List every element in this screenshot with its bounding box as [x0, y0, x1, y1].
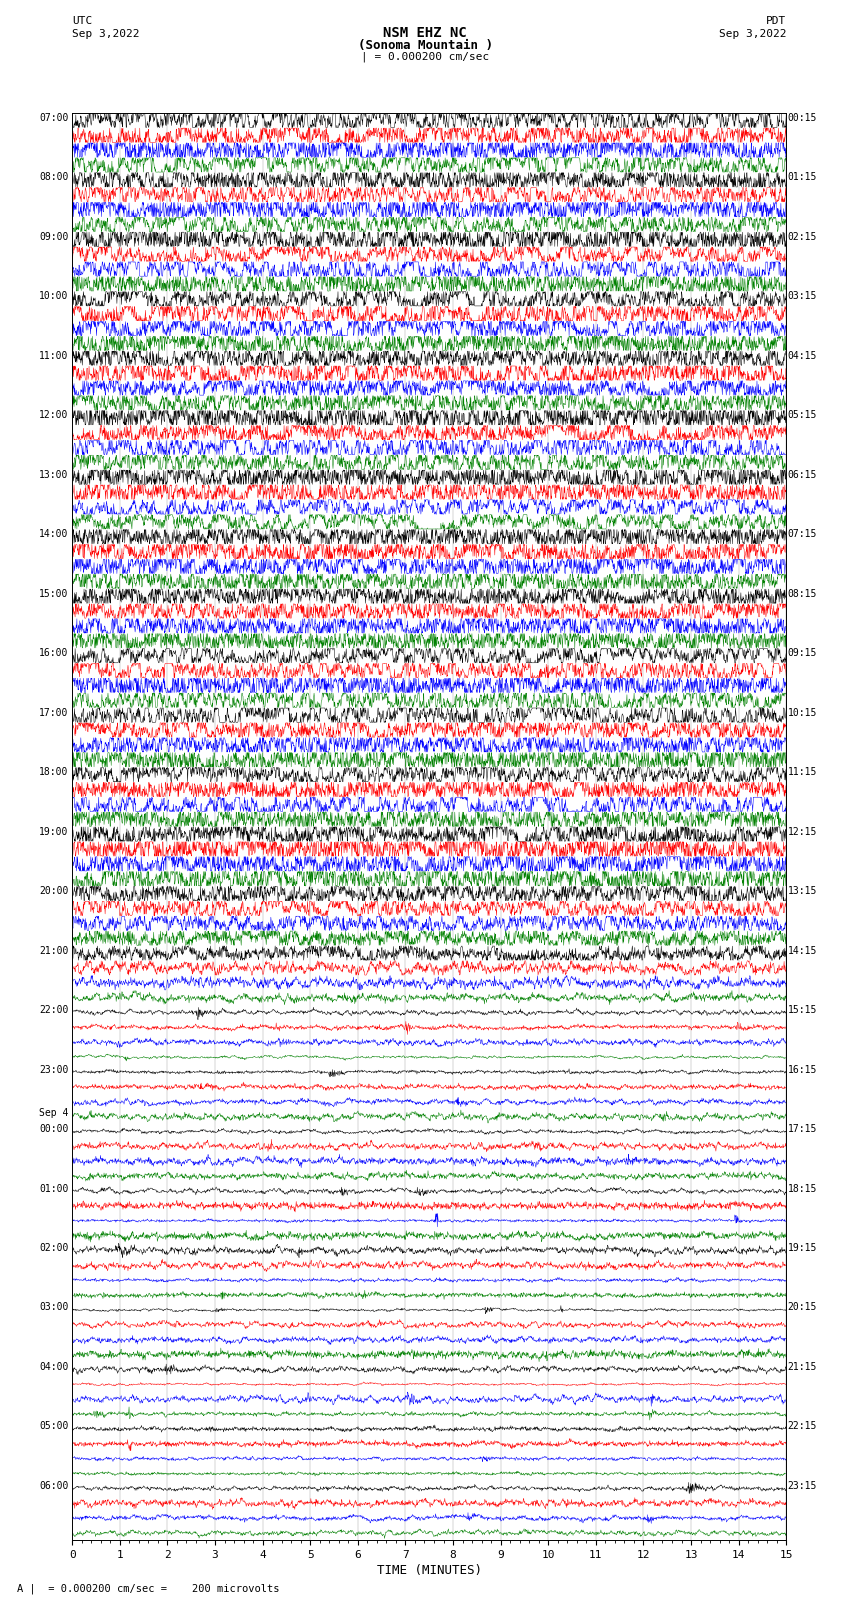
Text: 09:00: 09:00 — [39, 232, 69, 242]
Text: 16:00: 16:00 — [39, 648, 69, 658]
Text: PDT: PDT — [766, 16, 786, 26]
Text: 14:15: 14:15 — [788, 945, 817, 955]
Text: 22:00: 22:00 — [39, 1005, 69, 1015]
Text: 14:00: 14:00 — [39, 529, 69, 539]
Text: 20:00: 20:00 — [39, 886, 69, 897]
Text: NSM EHZ NC: NSM EHZ NC — [383, 26, 467, 40]
Text: 18:00: 18:00 — [39, 768, 69, 777]
Text: 05:15: 05:15 — [788, 410, 817, 421]
Text: | = 0.000200 cm/sec: | = 0.000200 cm/sec — [361, 52, 489, 63]
X-axis label: TIME (MINUTES): TIME (MINUTES) — [377, 1565, 482, 1578]
Text: 09:15: 09:15 — [788, 648, 817, 658]
Text: 01:00: 01:00 — [39, 1184, 69, 1194]
Text: 06:15: 06:15 — [788, 469, 817, 479]
Text: A |  = 0.000200 cm/sec =    200 microvolts: A | = 0.000200 cm/sec = 200 microvolts — [17, 1582, 280, 1594]
Text: 19:00: 19:00 — [39, 826, 69, 837]
Text: 17:00: 17:00 — [39, 708, 69, 718]
Text: 18:15: 18:15 — [788, 1184, 817, 1194]
Text: 19:15: 19:15 — [788, 1244, 817, 1253]
Text: 08:00: 08:00 — [39, 173, 69, 182]
Text: 02:00: 02:00 — [39, 1244, 69, 1253]
Text: 13:00: 13:00 — [39, 469, 69, 479]
Text: 04:15: 04:15 — [788, 350, 817, 361]
Text: 03:15: 03:15 — [788, 292, 817, 302]
Text: 11:00: 11:00 — [39, 350, 69, 361]
Text: 16:15: 16:15 — [788, 1065, 817, 1074]
Text: Sep 4: Sep 4 — [39, 1108, 69, 1118]
Text: 03:00: 03:00 — [39, 1303, 69, 1313]
Text: 10:15: 10:15 — [788, 708, 817, 718]
Text: UTC: UTC — [72, 16, 93, 26]
Text: 17:15: 17:15 — [788, 1124, 817, 1134]
Text: 22:15: 22:15 — [788, 1421, 817, 1431]
Text: 00:15: 00:15 — [788, 113, 817, 123]
Text: 23:00: 23:00 — [39, 1065, 69, 1074]
Text: 10:00: 10:00 — [39, 292, 69, 302]
Text: 07:00: 07:00 — [39, 113, 69, 123]
Text: Sep 3,2022: Sep 3,2022 — [72, 29, 139, 39]
Text: 11:15: 11:15 — [788, 768, 817, 777]
Text: 21:15: 21:15 — [788, 1361, 817, 1373]
Text: 00:00: 00:00 — [39, 1124, 69, 1134]
Text: 08:15: 08:15 — [788, 589, 817, 598]
Text: 04:00: 04:00 — [39, 1361, 69, 1373]
Text: 05:00: 05:00 — [39, 1421, 69, 1431]
Text: 06:00: 06:00 — [39, 1481, 69, 1490]
Text: 15:00: 15:00 — [39, 589, 69, 598]
Text: 01:15: 01:15 — [788, 173, 817, 182]
Text: 07:15: 07:15 — [788, 529, 817, 539]
Text: 12:00: 12:00 — [39, 410, 69, 421]
Text: 15:15: 15:15 — [788, 1005, 817, 1015]
Text: (Sonoma Mountain ): (Sonoma Mountain ) — [358, 39, 492, 52]
Text: 20:15: 20:15 — [788, 1303, 817, 1313]
Text: Sep 3,2022: Sep 3,2022 — [719, 29, 786, 39]
Text: 13:15: 13:15 — [788, 886, 817, 897]
Text: 12:15: 12:15 — [788, 826, 817, 837]
Text: 21:00: 21:00 — [39, 945, 69, 955]
Text: 23:15: 23:15 — [788, 1481, 817, 1490]
Text: 02:15: 02:15 — [788, 232, 817, 242]
